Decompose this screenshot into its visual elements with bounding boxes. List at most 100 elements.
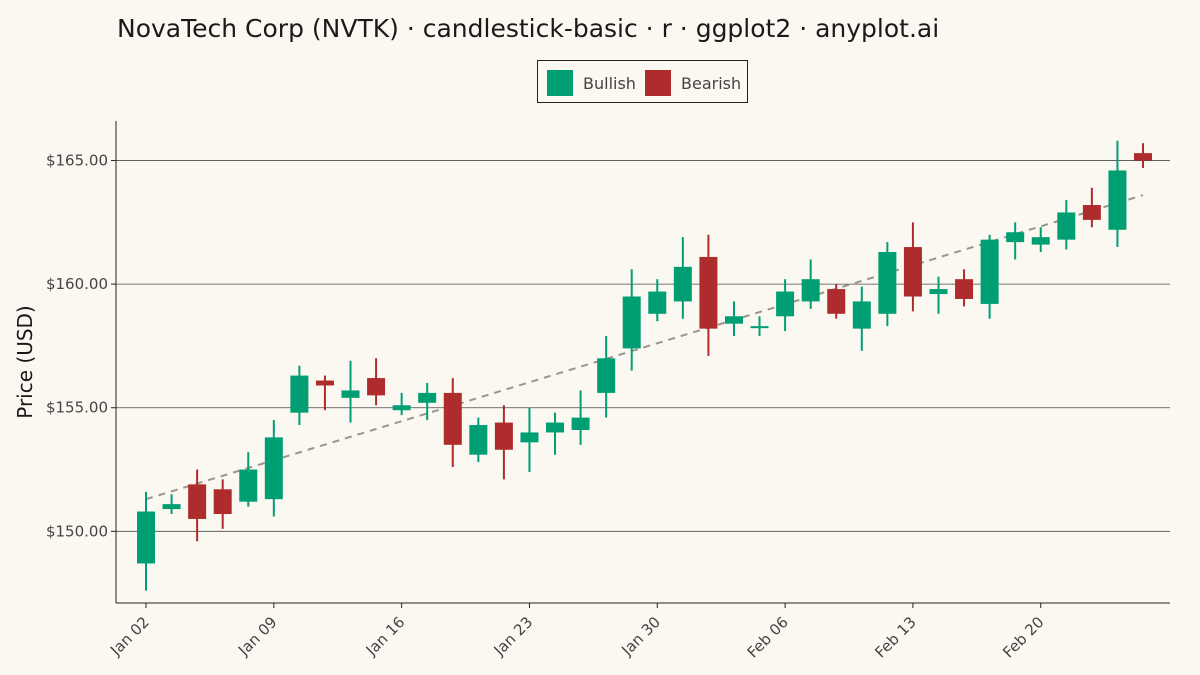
candle-body <box>827 289 846 314</box>
candle-body <box>213 489 232 515</box>
y-tick-label: $150.00 <box>46 522 108 540</box>
candle-body <box>724 316 743 324</box>
legend-label-bullish: Bullish <box>583 73 636 93</box>
candle-bullish <box>1006 222 1025 260</box>
x-tick-label: Jan 02 <box>106 613 153 660</box>
candle-body <box>955 279 974 299</box>
candle-bullish <box>852 286 871 351</box>
candle-bearish <box>699 234 718 356</box>
candle-body <box>878 252 897 314</box>
chart-title: NovaTech Corp (NVTK) · candlestick-basic… <box>117 14 940 43</box>
candle-body <box>622 296 641 349</box>
candle-bullish <box>929 276 948 314</box>
candle-body <box>367 378 386 396</box>
legend-item-bullish: Bullish <box>547 70 636 96</box>
candle-body <box>137 511 155 564</box>
candle-bearish <box>494 405 513 480</box>
candle-body <box>929 289 948 295</box>
candle-bullish <box>1057 200 1076 250</box>
candle-body <box>1108 170 1127 230</box>
candle-body <box>1082 205 1101 220</box>
candle-bearish <box>367 358 386 406</box>
candle-bullish <box>1031 227 1050 253</box>
candle-body <box>597 358 616 393</box>
axes <box>115 121 1170 604</box>
x-tick-label: Feb 06 <box>744 613 792 661</box>
candle-body <box>162 504 181 510</box>
candle-bearish <box>955 269 974 307</box>
y-tick-label: $160.00 <box>46 275 108 293</box>
candle-bullish <box>776 279 795 332</box>
candle-body <box>1134 153 1152 161</box>
candle-bullish <box>264 420 283 517</box>
legend-swatch-bullish <box>547 70 573 96</box>
y-tick-label: $165.00 <box>46 152 108 170</box>
trend-line-group <box>145 194 1144 501</box>
candles <box>137 140 1152 591</box>
y-axis-title: Price (USD) <box>13 305 37 419</box>
candle-bullish <box>622 269 641 371</box>
candle-bearish <box>1134 143 1152 168</box>
candle-bullish <box>392 392 411 416</box>
y-tick-labels: $150.00 $155.00 $160.00 $165.00 <box>46 152 116 540</box>
candle-body <box>673 266 692 302</box>
candle-bullish <box>724 301 743 337</box>
candle-bullish <box>341 360 360 423</box>
candle-body <box>290 375 309 413</box>
candle-bullish <box>980 234 999 319</box>
candle-body <box>443 392 462 445</box>
candle-bullish <box>239 452 258 507</box>
candle-body <box>239 469 258 502</box>
candle-body <box>801 279 820 302</box>
candle-bearish <box>903 222 922 312</box>
candle-body <box>852 301 871 329</box>
candle-body <box>699 256 718 329</box>
candle-body <box>469 425 488 455</box>
candle-bullish <box>162 494 181 515</box>
candle-body <box>648 291 667 314</box>
candle-body <box>315 380 334 386</box>
candle-bullish <box>1108 140 1127 248</box>
candle-bearish <box>188 469 207 542</box>
legend-label-bearish: Bearish <box>681 73 742 93</box>
candle-body <box>494 422 513 450</box>
candle-body <box>776 291 795 317</box>
candle-bullish <box>137 491 155 591</box>
candle-bullish <box>571 390 590 445</box>
candle-bullish <box>878 242 897 327</box>
candle-body <box>750 326 769 329</box>
y-tick-label: $155.00 <box>46 399 108 417</box>
x-tick-labels: Jan 02 Jan 09 Jan 16 Jan 23 Jan 30 Feb 06 Feb … <box>106 603 1048 661</box>
x-tick-label: Feb 13 <box>871 613 919 661</box>
candle-body <box>546 422 565 433</box>
candle-body <box>1057 212 1076 240</box>
candle-body <box>341 390 360 398</box>
candle-body <box>264 437 283 500</box>
trend-line <box>145 194 1144 501</box>
candle-bullish <box>469 417 488 463</box>
candle-body <box>903 247 922 297</box>
candle-bearish <box>315 375 334 411</box>
candle-body <box>980 239 999 304</box>
x-tick-label: Jan 16 <box>362 613 409 660</box>
candle-body <box>571 417 590 430</box>
candle-bearish <box>1082 187 1101 228</box>
candle-bullish <box>648 279 667 322</box>
candle-body <box>1006 232 1025 243</box>
legend: Bullish Bearish <box>537 60 748 103</box>
candle-bearish <box>213 479 232 529</box>
legend-swatch-bearish <box>645 70 671 96</box>
candle-body <box>418 392 437 403</box>
candle-body <box>1031 237 1050 245</box>
candle-bullish <box>597 336 616 418</box>
candle-bullish <box>290 365 309 426</box>
candle-bullish <box>418 383 437 421</box>
candle-bullish <box>750 316 769 337</box>
candle-bullish <box>520 407 539 472</box>
candle-bullish <box>546 412 565 455</box>
x-tick-label: Feb 20 <box>999 613 1047 661</box>
candle-bearish <box>827 284 846 319</box>
legend-item-bearish: Bearish <box>645 70 741 96</box>
candle-bearish <box>443 378 462 468</box>
